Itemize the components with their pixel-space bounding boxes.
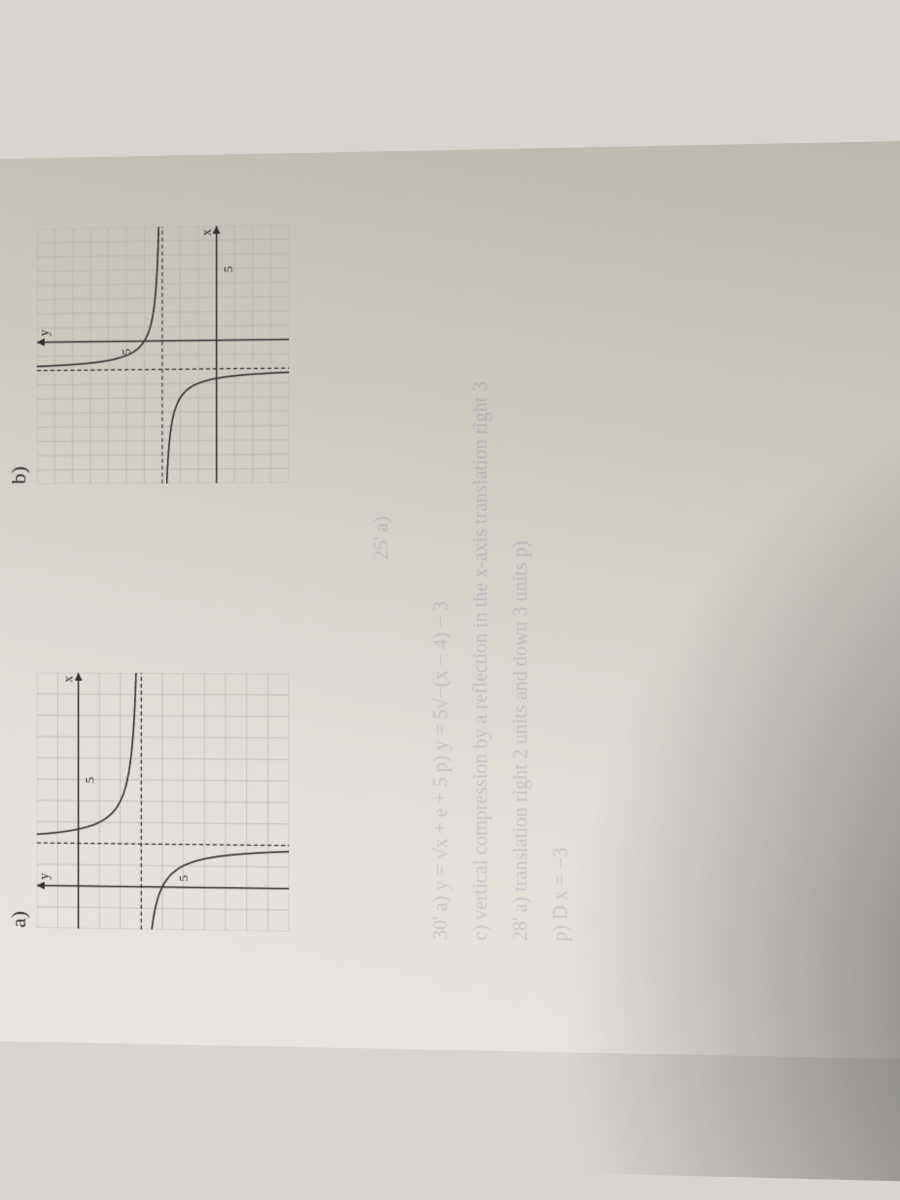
graph-b: x y 5 5 (37, 225, 289, 484)
svg-text:y: y (37, 873, 51, 880)
page-root: 20. Write the equation for each of the f… (0, 0, 900, 1200)
svg-text:y: y (37, 329, 51, 336)
svg-text:x: x (61, 676, 76, 683)
part-b: b) x y 5 5 (7, 213, 295, 485)
graph-a: x y 5 5 (37, 673, 289, 932)
ghost-line-4: p) D x = −3 (550, 847, 573, 941)
svg-text:5: 5 (84, 777, 98, 784)
svg-text:5: 5 (120, 349, 134, 356)
svg-text:5: 5 (177, 875, 191, 882)
photo-shadow (470, 259, 900, 1188)
ghost-line-1: 30' a) y = √x + e + 5 p) y = 5√−(x − 4) … (430, 601, 453, 940)
parts-row: a) x y 5 5 b) x y 5 5 (7, 213, 295, 932)
svg-text:x: x (199, 229, 214, 236)
svg-text:5: 5 (222, 266, 236, 273)
ghost-line-3: 28' a) translation right 2 units and dow… (510, 541, 533, 942)
part-a: a) x y 5 5 (7, 661, 295, 932)
part-b-label: b) (7, 217, 32, 484)
question-text: 20. Write the equation for each of the f… (0, 218, 3, 973)
ghost-line-5: 25' a) (371, 516, 394, 560)
part-a-label: a) (7, 661, 32, 928)
paper-sheet: 20. Write the equation for each of the f… (0, 138, 900, 1062)
ghost-line-2: c) vertical compression by a reflection … (470, 381, 493, 940)
content-area: 20. Write the equation for each of the f… (0, 213, 294, 978)
